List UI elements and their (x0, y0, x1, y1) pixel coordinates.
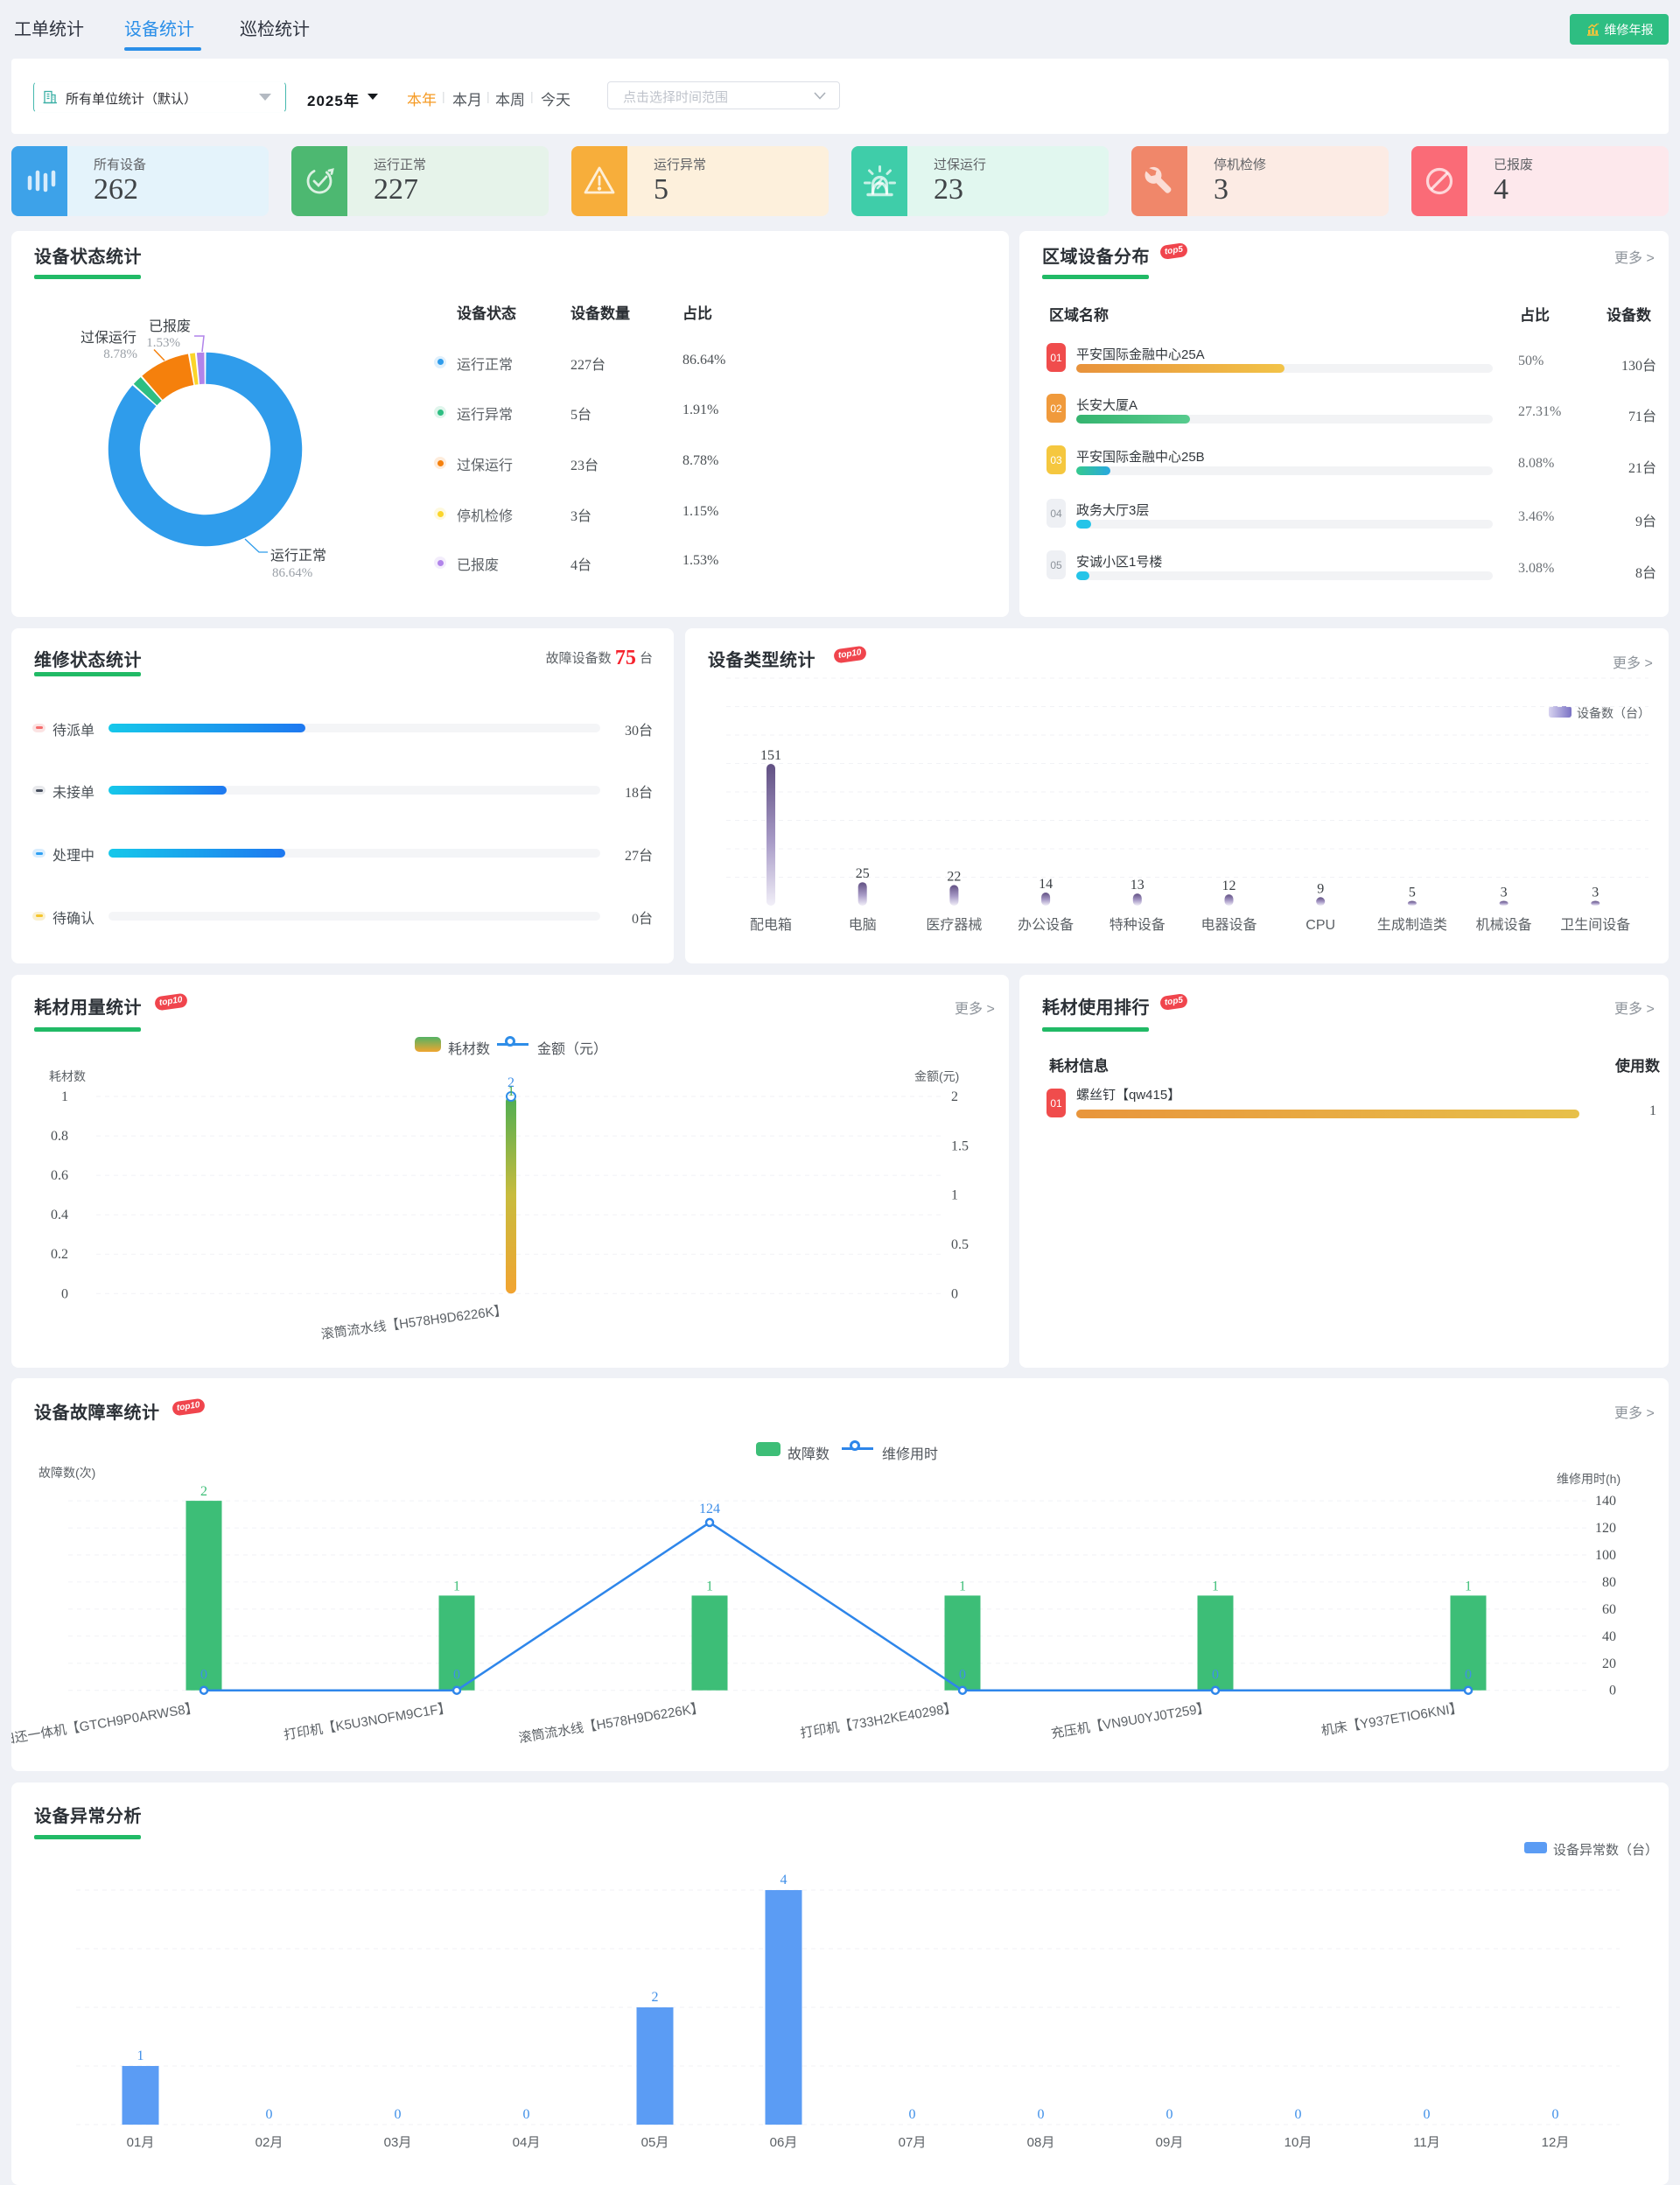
svg-text:打印机【K5U3NOFM9C1F】: 打印机【K5U3NOFM9C1F】 (283, 1700, 452, 1743)
svg-text:1: 1 (137, 2048, 144, 2063)
svg-text:0: 0 (1295, 2107, 1302, 2122)
svg-text:机械设备: 机械设备 (1476, 917, 1532, 933)
svg-text:8.78%: 8.78% (103, 347, 137, 361)
svg-text:1: 1 (61, 1089, 68, 1104)
svg-text:特种设备: 特种设备 (1110, 917, 1166, 933)
svg-text:已报废: 已报废 (149, 319, 191, 334)
svg-text:滚筒流水线【H578H9D6226K】: 滚筒流水线【H578H9D6226K】 (518, 1700, 705, 1746)
svg-text:12月: 12月 (1542, 2135, 1570, 2150)
svg-text:过保运行: 过保运行 (80, 330, 136, 346)
svg-text:9: 9 (1317, 881, 1324, 896)
svg-text:0.6: 0.6 (51, 1168, 68, 1183)
svg-text:80: 80 (1602, 1575, 1616, 1590)
svg-text:140: 140 (1595, 1494, 1616, 1509)
svg-text:1: 1 (959, 1579, 966, 1593)
svg-text:0: 0 (909, 2107, 916, 2122)
svg-text:01月: 01月 (127, 2135, 155, 2150)
svg-text:打印机【733H2KE40298】: 打印机【733H2KE40298】 (799, 1700, 957, 1741)
svg-text:机床【Y937ETIO6KNI】: 机床【Y937ETIO6KNI】 (1320, 1700, 1464, 1739)
svg-text:40: 40 (1602, 1629, 1616, 1644)
svg-text:2: 2 (508, 1075, 514, 1090)
svg-text:0: 0 (1038, 2107, 1045, 2122)
svg-text:0: 0 (523, 2107, 530, 2122)
svg-text:5: 5 (1409, 886, 1416, 900)
svg-text:0: 0 (266, 2107, 273, 2122)
svg-text:0.4: 0.4 (51, 1208, 68, 1222)
svg-text:07月: 07月 (899, 2135, 927, 2150)
svg-text:20: 20 (1602, 1656, 1616, 1671)
svg-text:滚筒流水线【H578H9D6226K】: 滚筒流水线【H578H9D6226K】 (320, 1303, 508, 1342)
svg-text:0: 0 (951, 1286, 958, 1301)
svg-text:120: 120 (1595, 1521, 1616, 1536)
svg-text:0: 0 (1166, 2107, 1173, 2122)
svg-text:电脑: 电脑 (849, 917, 877, 933)
svg-text:配电箱: 配电箱 (750, 917, 792, 933)
svg-text:1: 1 (1465, 1579, 1472, 1593)
svg-text:2: 2 (951, 1089, 958, 1104)
svg-text:08月: 08月 (1027, 2135, 1055, 2150)
svg-text:0: 0 (61, 1286, 68, 1301)
svg-text:办公设备: 办公设备 (1018, 917, 1074, 933)
svg-text:卫生间设备: 卫生间设备 (1560, 917, 1630, 933)
svg-text:CPU: CPU (1306, 918, 1335, 933)
svg-text:05月: 05月 (641, 2135, 669, 2150)
svg-text:86.64%: 86.64% (272, 566, 312, 580)
svg-text:0.5: 0.5 (951, 1237, 969, 1252)
svg-text:2: 2 (652, 1990, 659, 2005)
svg-text:电器设备: 电器设备 (1200, 917, 1256, 933)
svg-text:14: 14 (1039, 877, 1053, 892)
svg-text:0: 0 (453, 1668, 460, 1683)
svg-text:25: 25 (856, 866, 870, 881)
svg-text:充压机【VN9U0YJ0T259】: 充压机【VN9U0YJ0T259】 (1050, 1700, 1211, 1741)
svg-text:归还一体机【GTCH9P0ARWS8】: 归还一体机【GTCH9P0ARWS8】 (11, 1700, 200, 1747)
svg-text:2: 2 (200, 1484, 207, 1499)
svg-text:1.5: 1.5 (951, 1138, 969, 1153)
svg-text:医疗器械: 医疗器械 (926, 917, 982, 933)
svg-text:3: 3 (1592, 886, 1599, 900)
svg-text:10月: 10月 (1284, 2135, 1312, 2150)
svg-text:1.53%: 1.53% (146, 336, 180, 350)
svg-text:0.2: 0.2 (51, 1247, 68, 1262)
svg-text:0: 0 (1552, 2107, 1559, 2122)
svg-text:02月: 02月 (256, 2135, 284, 2150)
svg-text:100: 100 (1595, 1548, 1616, 1563)
svg-text:0: 0 (1212, 1668, 1219, 1683)
svg-text:3: 3 (1501, 886, 1508, 900)
svg-text:22: 22 (947, 869, 961, 884)
svg-text:1: 1 (1212, 1579, 1219, 1593)
svg-text:04月: 04月 (513, 2135, 541, 2150)
svg-text:11月: 11月 (1413, 2135, 1440, 2150)
svg-text:0: 0 (395, 2107, 402, 2122)
svg-text:1: 1 (951, 1188, 958, 1203)
svg-text:0: 0 (200, 1668, 207, 1683)
svg-text:13: 13 (1130, 878, 1144, 893)
svg-text:0: 0 (1424, 2107, 1431, 2122)
svg-text:06月: 06月 (770, 2135, 798, 2150)
svg-text:4: 4 (780, 1873, 788, 1887)
svg-text:124: 124 (699, 1502, 720, 1516)
svg-text:0: 0 (1465, 1668, 1472, 1683)
svg-text:0: 0 (959, 1668, 966, 1683)
svg-text:0: 0 (1609, 1684, 1616, 1698)
svg-text:151: 151 (760, 748, 781, 763)
svg-text:1: 1 (453, 1579, 460, 1593)
svg-text:12: 12 (1222, 879, 1236, 893)
svg-text:1: 1 (508, 1084, 514, 1099)
svg-text:03月: 03月 (384, 2135, 412, 2150)
svg-text:09月: 09月 (1156, 2135, 1184, 2150)
svg-text:1: 1 (706, 1579, 713, 1593)
svg-text:0.8: 0.8 (51, 1129, 68, 1144)
svg-text:60: 60 (1602, 1602, 1616, 1617)
svg-text:运行正常: 运行正常 (270, 548, 326, 564)
svg-text:生成制造类: 生成制造类 (1377, 917, 1447, 933)
